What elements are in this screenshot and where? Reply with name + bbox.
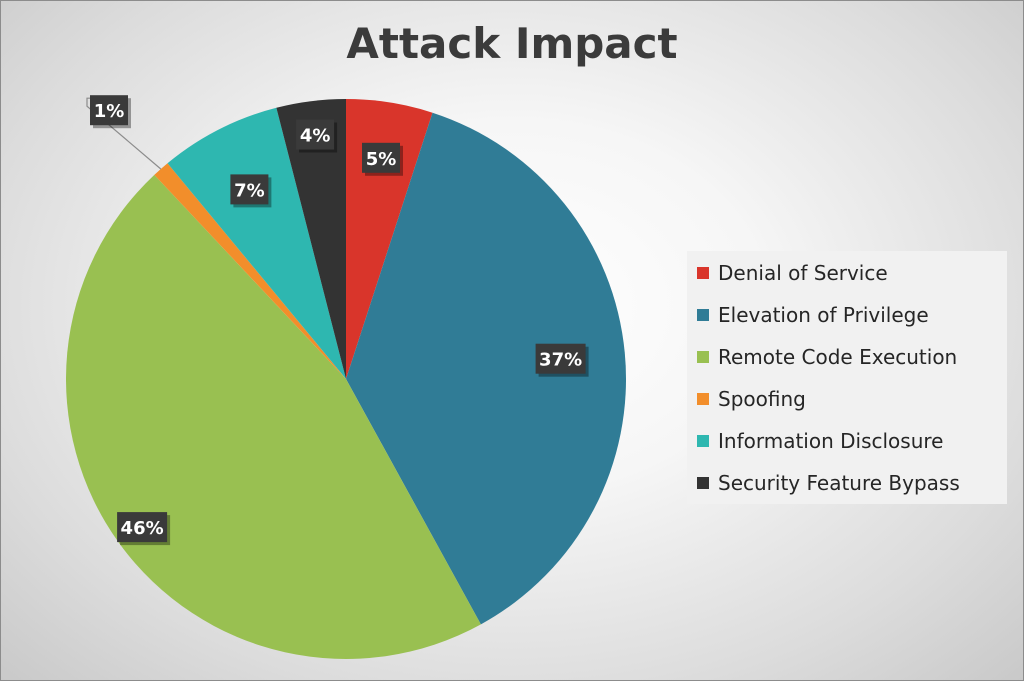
legend-swatch bbox=[697, 267, 709, 279]
pie-slice-remote-code-execution bbox=[66, 174, 481, 660]
pie-slices bbox=[66, 99, 627, 660]
legend-swatch bbox=[697, 351, 709, 363]
legend-item-information-disclosure: Information Disclosure bbox=[697, 426, 943, 456]
data-label-box bbox=[535, 343, 586, 374]
data-label-text: 1% bbox=[94, 101, 125, 122]
legend-swatch bbox=[697, 435, 709, 447]
pie-slice-spoofing bbox=[154, 163, 346, 379]
data-label-text: 5% bbox=[366, 149, 397, 170]
legend-item-elevation-of-privilege: Elevation of Privilege bbox=[697, 300, 929, 330]
data-label: 5% bbox=[362, 142, 403, 176]
pie-slice-security-feature-bypass bbox=[276, 99, 346, 379]
data-label-box bbox=[117, 512, 168, 543]
legend-label: Information Disclosure bbox=[718, 429, 944, 453]
legend-item-denial-of-service: Denial of Service bbox=[697, 258, 888, 288]
data-label-box bbox=[362, 142, 400, 173]
legend-label: Elevation of Privilege bbox=[718, 303, 929, 327]
data-label: 7% bbox=[230, 174, 272, 208]
legend: Denial of Service Elevation of Privilege… bbox=[687, 251, 1007, 504]
leader-line bbox=[86, 97, 162, 170]
data-label-text: 4% bbox=[300, 126, 331, 147]
data-label-text: 46% bbox=[121, 518, 164, 539]
legend-item-spoofing: Spoofing bbox=[697, 384, 806, 414]
legend-label: Security Feature Bypass bbox=[718, 471, 960, 495]
legend-swatch bbox=[697, 309, 709, 321]
data-label-box bbox=[90, 95, 128, 126]
legend-swatch bbox=[697, 477, 709, 489]
data-label-box bbox=[296, 119, 335, 150]
data-label-text: 7% bbox=[234, 180, 265, 201]
data-label: 1% bbox=[90, 95, 131, 129]
pie-slice-elevation-of-privilege bbox=[346, 112, 627, 625]
data-label: 4% bbox=[296, 119, 338, 153]
data-label-text: 37% bbox=[539, 350, 582, 371]
legend-swatch bbox=[697, 393, 709, 405]
legend-label: Denial of Service bbox=[718, 261, 888, 285]
data-labels: 5% 37% 46% 1% 7% 4% bbox=[86, 95, 589, 546]
legend-item-security-feature-bypass: Security Feature Bypass bbox=[697, 468, 960, 498]
data-label-box bbox=[230, 174, 269, 205]
chart-title: Attack Impact bbox=[346, 19, 678, 68]
pie-slice-information-disclosure bbox=[167, 107, 346, 380]
data-label: 46% bbox=[117, 512, 171, 546]
data-label: 37% bbox=[535, 343, 589, 377]
legend-item-remote-code-execution: Remote Code Execution bbox=[697, 342, 957, 372]
legend-label: Spoofing bbox=[718, 387, 806, 411]
legend-label: Remote Code Execution bbox=[718, 345, 958, 369]
